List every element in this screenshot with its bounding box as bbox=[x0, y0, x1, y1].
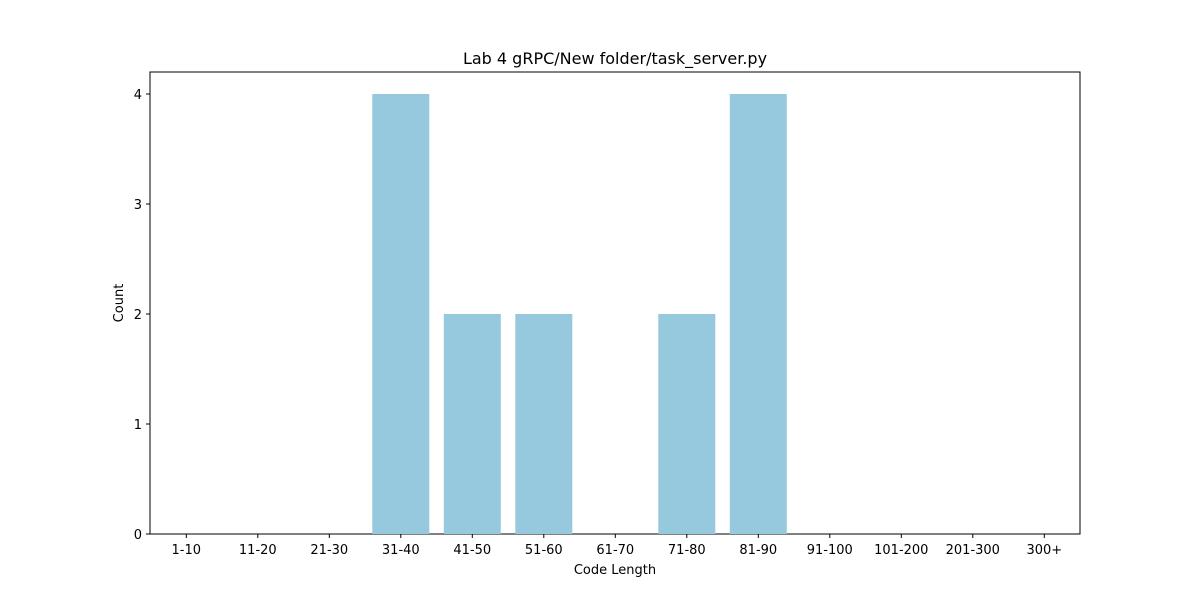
plot-area: 1-10 11-20 21-30 31-40 41-50 51-60 61-70 71-80 8… bbox=[134, 71, 1081, 558]
x-tick-label: 1-10 bbox=[172, 543, 202, 558]
x-tick-label: 201-300 bbox=[946, 543, 1000, 558]
bar-71-80 bbox=[658, 314, 716, 534]
x-tick-label: 61-70 bbox=[596, 543, 634, 558]
x-tick-label: 31-40 bbox=[382, 543, 420, 558]
chart-title: Lab 4 gRPC/New folder/task_server.py bbox=[463, 49, 767, 69]
y-axis-ticks: 0 1 2 3 4 bbox=[134, 88, 150, 543]
bar-81-90 bbox=[729, 94, 787, 534]
plot-frame bbox=[149, 71, 1081, 535]
x-tick-label: 81-90 bbox=[739, 543, 777, 558]
bar-41-50 bbox=[443, 314, 501, 534]
x-tick-label: 11-20 bbox=[239, 543, 277, 558]
x-tick-label: 300+ bbox=[1026, 543, 1062, 558]
y-tick-label: 2 bbox=[134, 308, 142, 323]
bars-group bbox=[372, 94, 787, 534]
x-tick-label: 51-60 bbox=[525, 543, 563, 558]
y-tick-label: 3 bbox=[134, 198, 142, 213]
x-axis-label: Code Length bbox=[574, 563, 656, 578]
x-axis-ticks: 1-10 11-20 21-30 31-40 41-50 51-60 61-70 71-80 8… bbox=[172, 534, 1062, 558]
x-tick-label: 21-30 bbox=[310, 543, 348, 558]
x-tick-label: 71-80 bbox=[668, 543, 706, 558]
bar-31-40 bbox=[372, 94, 430, 534]
x-tick-label: 91-100 bbox=[807, 543, 853, 558]
x-tick-label: 101-200 bbox=[874, 543, 928, 558]
bar-51-60 bbox=[515, 314, 573, 534]
y-tick-label: 1 bbox=[134, 418, 142, 433]
x-tick-label: 41-50 bbox=[453, 543, 491, 558]
y-axis-label: Count bbox=[112, 284, 127, 323]
y-tick-label: 4 bbox=[134, 88, 142, 103]
y-tick-label: 0 bbox=[134, 528, 142, 543]
